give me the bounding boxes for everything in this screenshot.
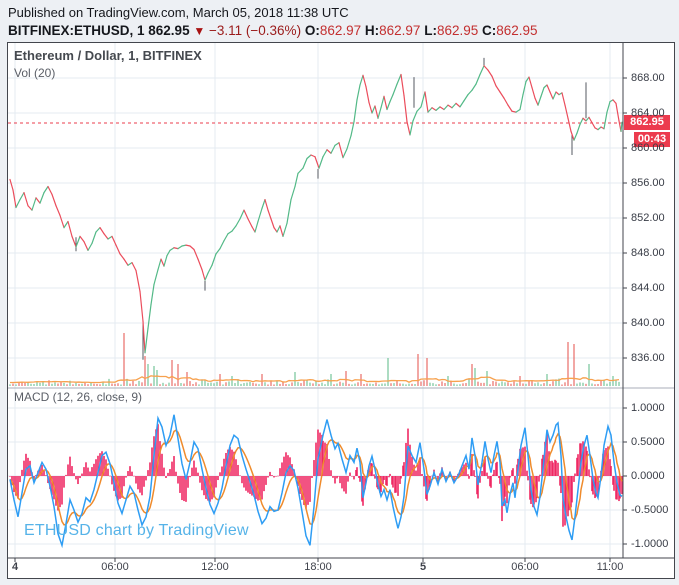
low-value: 862.95: [436, 23, 479, 38]
last-price-badge: 862.95: [624, 115, 670, 130]
price-tick-label: 848.00: [631, 247, 665, 259]
close-label: C:: [482, 23, 497, 38]
price-tick-label: 864.00: [631, 107, 665, 119]
time-tick-label: 11:00: [596, 561, 624, 573]
macd-tick-label: 1.0000: [631, 402, 665, 414]
ticker-line: BITFINEX:ETHUSD, 1 862.95 ▼ −3.11 (−0.36…: [8, 23, 538, 38]
price-change-value: −3.11 (−0.36%): [209, 23, 302, 38]
open-value: 862.97: [319, 23, 362, 38]
price-tick-label: 860.00: [631, 142, 665, 154]
time-tick-label: 06:00: [101, 561, 129, 573]
symbol-interval-label: BITFINEX:ETHUSD, 1: [8, 23, 145, 38]
high-value: 862.97: [379, 23, 421, 38]
open-label: O:: [304, 23, 320, 38]
bar-countdown-badge: 00:43: [634, 132, 670, 147]
close-value: 862.95: [496, 23, 538, 38]
price-tick-label: 840.00: [631, 317, 665, 329]
time-tick-label: 12:00: [201, 561, 229, 573]
last-price-value: 862.95: [148, 23, 190, 38]
chart-widget[interactable]: Ethereum / Dollar, 1, BITFINEX Vol (20) …: [7, 42, 675, 579]
price-tick-label: 844.00: [631, 282, 665, 294]
price-tick-label: 852.00: [631, 212, 665, 224]
macd-tick-label: -0.5000: [631, 504, 669, 516]
published-line: Published on TradingView.com, March 05, …: [8, 5, 349, 20]
time-tick-label: 4: [11, 561, 19, 573]
macd-tick-label: 0.5000: [631, 436, 665, 448]
high-label: H:: [364, 23, 380, 38]
price-tick-label: 868.00: [631, 72, 665, 84]
macd-indicator-legend: MACD (12, 26, close, 9): [14, 390, 143, 404]
tradingview-watermark-link[interactable]: ETHUSD chart by TradingView: [24, 522, 249, 539]
time-tick-label: 5: [419, 561, 427, 573]
macd-tick-label: -1.0000: [631, 538, 669, 550]
volume-indicator-legend: Vol (20): [14, 66, 56, 80]
time-tick-label: 18:00: [304, 561, 332, 573]
chart-canvas[interactable]: [8, 43, 674, 578]
price-down-triangle-icon: ▼: [193, 24, 206, 38]
macd-tick-label: 0.0000: [631, 470, 665, 482]
price-tick-label: 856.00: [631, 177, 665, 189]
chart-legend-symbol: Ethereum / Dollar, 1, BITFINEX: [14, 48, 202, 63]
price-tick-label: 836.00: [631, 352, 665, 364]
time-tick-label: 06:00: [511, 561, 539, 573]
low-label: L:: [424, 23, 437, 38]
